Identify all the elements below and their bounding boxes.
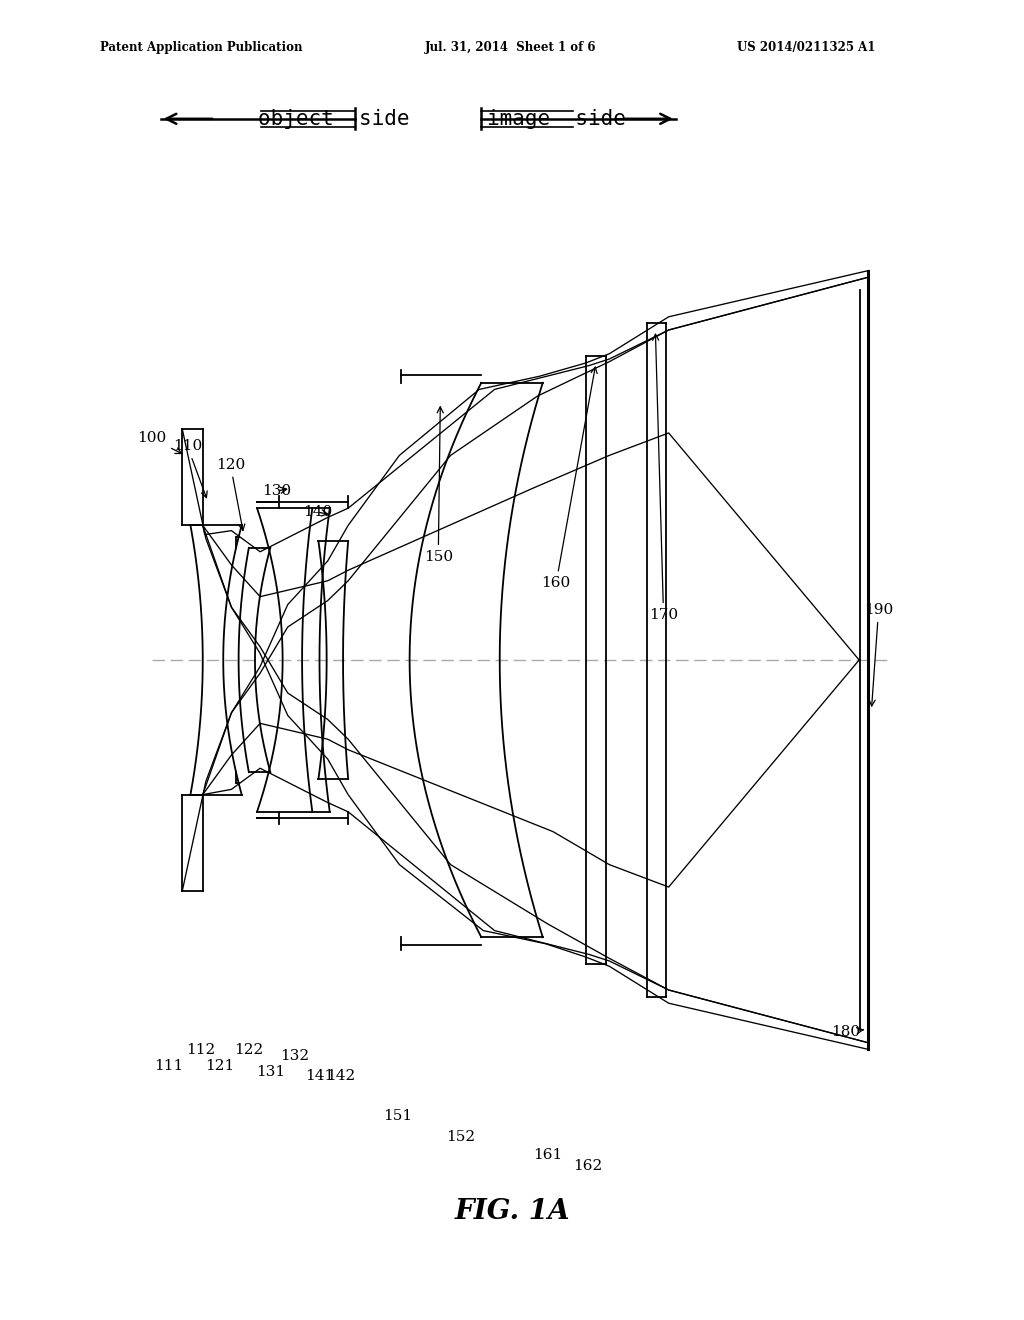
- Text: 130: 130: [262, 484, 291, 498]
- Text: 122: 122: [234, 1043, 263, 1057]
- Text: Jul. 31, 2014  Sheet 1 of 6: Jul. 31, 2014 Sheet 1 of 6: [425, 41, 596, 54]
- Text: 131: 131: [256, 1065, 285, 1080]
- Text: object  side: object side: [258, 108, 410, 129]
- Text: 152: 152: [446, 1130, 475, 1144]
- Text: 140: 140: [303, 506, 332, 519]
- Text: 162: 162: [573, 1159, 602, 1173]
- Text: 100: 100: [137, 432, 181, 454]
- Text: 142: 142: [327, 1069, 355, 1084]
- Text: FIG. 1A: FIG. 1A: [455, 1199, 569, 1225]
- Text: 170: 170: [649, 334, 678, 622]
- Text: 180: 180: [831, 1026, 863, 1039]
- Text: 112: 112: [186, 1043, 215, 1057]
- Text: 161: 161: [534, 1148, 562, 1163]
- Text: 151: 151: [383, 1109, 412, 1123]
- Text: 190: 190: [864, 603, 893, 706]
- Text: US 2014/0211325 A1: US 2014/0211325 A1: [737, 41, 876, 54]
- Text: 132: 132: [281, 1049, 309, 1064]
- Text: image  side: image side: [487, 108, 627, 129]
- Text: Patent Application Publication: Patent Application Publication: [100, 41, 303, 54]
- Text: 110: 110: [173, 440, 207, 498]
- Text: 121: 121: [206, 1059, 234, 1073]
- Text: 111: 111: [155, 1059, 183, 1073]
- Text: 160: 160: [542, 367, 597, 590]
- Text: 141: 141: [305, 1069, 334, 1084]
- Text: 120: 120: [216, 458, 245, 531]
- Text: 150: 150: [424, 407, 453, 564]
